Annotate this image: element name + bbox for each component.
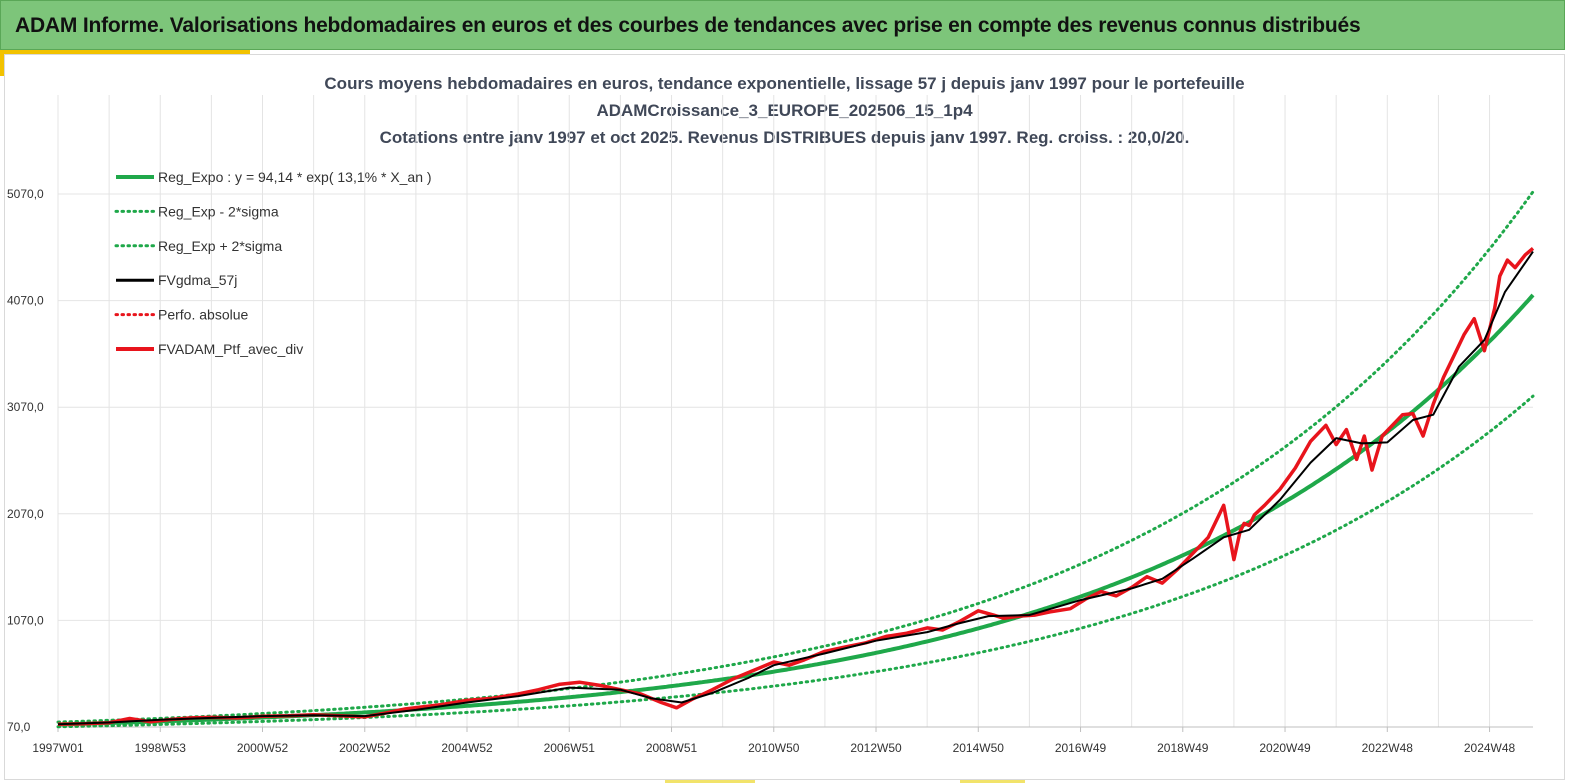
moving-average-line xyxy=(57,251,1534,726)
x-tick-label: 1998W53 xyxy=(135,741,187,755)
x-tick-label: 2010W50 xyxy=(748,741,800,755)
legend-label: FVgdma_57j xyxy=(158,272,237,288)
x-tick-label: 2012W50 xyxy=(850,741,902,755)
x-tick-label: 2020W49 xyxy=(1259,741,1311,755)
x-tick-label: 2006W51 xyxy=(544,741,596,755)
y-tick-label: 4070,0 xyxy=(7,294,44,308)
banner: ADAM Informe. Valorisations hebdomadaire… xyxy=(0,0,1565,50)
x-tick-label: 2008W51 xyxy=(646,741,698,755)
x-tick-label: 2000W52 xyxy=(237,741,289,755)
x-tick-label: 2016W49 xyxy=(1055,741,1107,755)
accent-bar-left xyxy=(0,50,4,76)
legend: Reg_Expo : y = 94,14 * exp( 13,1% * X_an… xyxy=(114,169,432,357)
chart-title: Cours moyens hebdomadaires en euros, ten… xyxy=(0,70,1569,151)
chart-title-line-2: ADAMCroissance_3_EUROPE_202506_15_1p4 xyxy=(596,101,973,120)
y-tick-label: 2070,0 xyxy=(7,507,44,521)
banner-title: ADAM Informe. Valorisations hebdomadaire… xyxy=(15,14,1361,37)
reg-exp-plus-2sigma-line xyxy=(56,190,1535,724)
x-tick-label: 2014W50 xyxy=(953,741,1005,755)
legend-label: Reg_Exp + 2*sigma xyxy=(158,238,282,254)
legend-label: Perfo. absolue xyxy=(158,307,248,323)
x-axis-ticks: 1997W01 1998W53 2000W52 2002W52 2004W52 2006W… xyxy=(32,727,1516,755)
grid-lines xyxy=(57,95,1533,728)
x-tick-label: 2018W49 xyxy=(1157,741,1209,755)
accent-bar-bottom xyxy=(665,779,755,783)
y-tick-label: 1070,0 xyxy=(7,613,44,627)
chart-frame xyxy=(4,54,1565,780)
x-tick-label: 2024W48 xyxy=(1464,741,1516,755)
y-tick-label: 5070,0 xyxy=(7,187,44,201)
legend-label: Reg_Exp - 2*sigma xyxy=(158,203,279,219)
reg-exp-minus-2sigma-line xyxy=(56,394,1535,729)
accent-bar-top xyxy=(0,50,250,54)
x-tick-label: 1997W01 xyxy=(32,741,84,755)
y-tick-label: 3070,0 xyxy=(7,400,44,414)
chart-title-line-3: Cotations entre janv 1997 et oct 2025. R… xyxy=(379,128,1190,147)
portfolio-line xyxy=(57,247,1535,727)
legend-label: Reg_Expo : y = 94,14 * exp( 13,1% * X_an… xyxy=(158,169,432,185)
accent-bar-bottom-2 xyxy=(960,779,1025,783)
legend-label: FVADAM_Ptf_avec_div xyxy=(158,341,303,357)
y-axis-ticks: 70,0 1070,0 2070,0 3070,0 4070,0 5070,0 xyxy=(7,187,44,734)
y-tick-label: 70,0 xyxy=(7,720,31,734)
x-tick-label: 2022W48 xyxy=(1362,741,1414,755)
x-tick-label: 2002W52 xyxy=(339,741,391,755)
x-tick-label: 2004W52 xyxy=(441,741,493,755)
chart-title-line-1: Cours moyens hebdomadaires en euros, ten… xyxy=(324,74,1245,93)
series-lines xyxy=(56,190,1535,729)
